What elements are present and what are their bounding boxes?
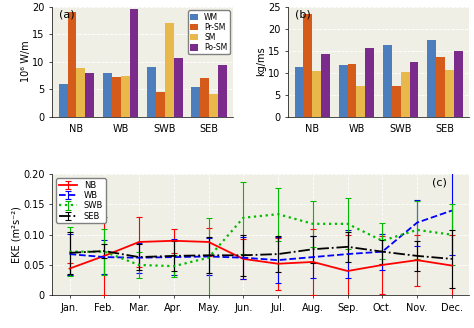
Bar xyxy=(129,9,138,116)
Bar xyxy=(427,40,436,116)
Bar xyxy=(392,86,401,116)
Legend: NB, WB, SWB, SEB: NB, WB, SWB, SEB xyxy=(56,178,106,223)
Bar xyxy=(303,14,312,116)
Bar xyxy=(365,48,374,116)
Bar xyxy=(191,87,201,116)
Bar xyxy=(339,65,347,116)
Bar xyxy=(121,76,129,116)
Bar xyxy=(410,62,419,116)
Bar xyxy=(174,58,182,116)
Bar xyxy=(218,65,227,116)
Bar xyxy=(383,45,392,116)
Legend: WM, Pr-SM, SM, Po-SM: WM, Pr-SM, SM, Po-SM xyxy=(188,10,230,54)
Bar xyxy=(209,94,218,116)
Bar xyxy=(103,73,112,116)
Bar xyxy=(59,84,68,116)
Bar xyxy=(156,92,165,116)
Bar xyxy=(312,71,321,116)
Bar xyxy=(76,68,85,116)
Bar xyxy=(201,78,209,116)
Text: (a): (a) xyxy=(59,10,75,20)
Bar xyxy=(165,23,174,116)
Bar xyxy=(321,53,330,116)
Bar xyxy=(112,77,121,116)
Bar xyxy=(85,72,94,116)
Bar xyxy=(436,57,445,116)
Bar xyxy=(68,12,76,116)
Y-axis label: 10⁶ W/m: 10⁶ W/m xyxy=(21,41,31,82)
Text: (c): (c) xyxy=(432,178,447,188)
Bar xyxy=(294,67,303,116)
Y-axis label: kg/ms: kg/ms xyxy=(256,47,266,76)
Bar xyxy=(454,51,463,116)
Y-axis label: EKE (m²s⁻²): EKE (m²s⁻²) xyxy=(11,206,22,263)
Text: (b): (b) xyxy=(295,10,311,20)
Bar xyxy=(445,70,454,116)
Bar xyxy=(356,86,365,116)
Bar xyxy=(147,67,156,116)
Bar xyxy=(347,64,356,116)
Bar xyxy=(401,72,410,116)
